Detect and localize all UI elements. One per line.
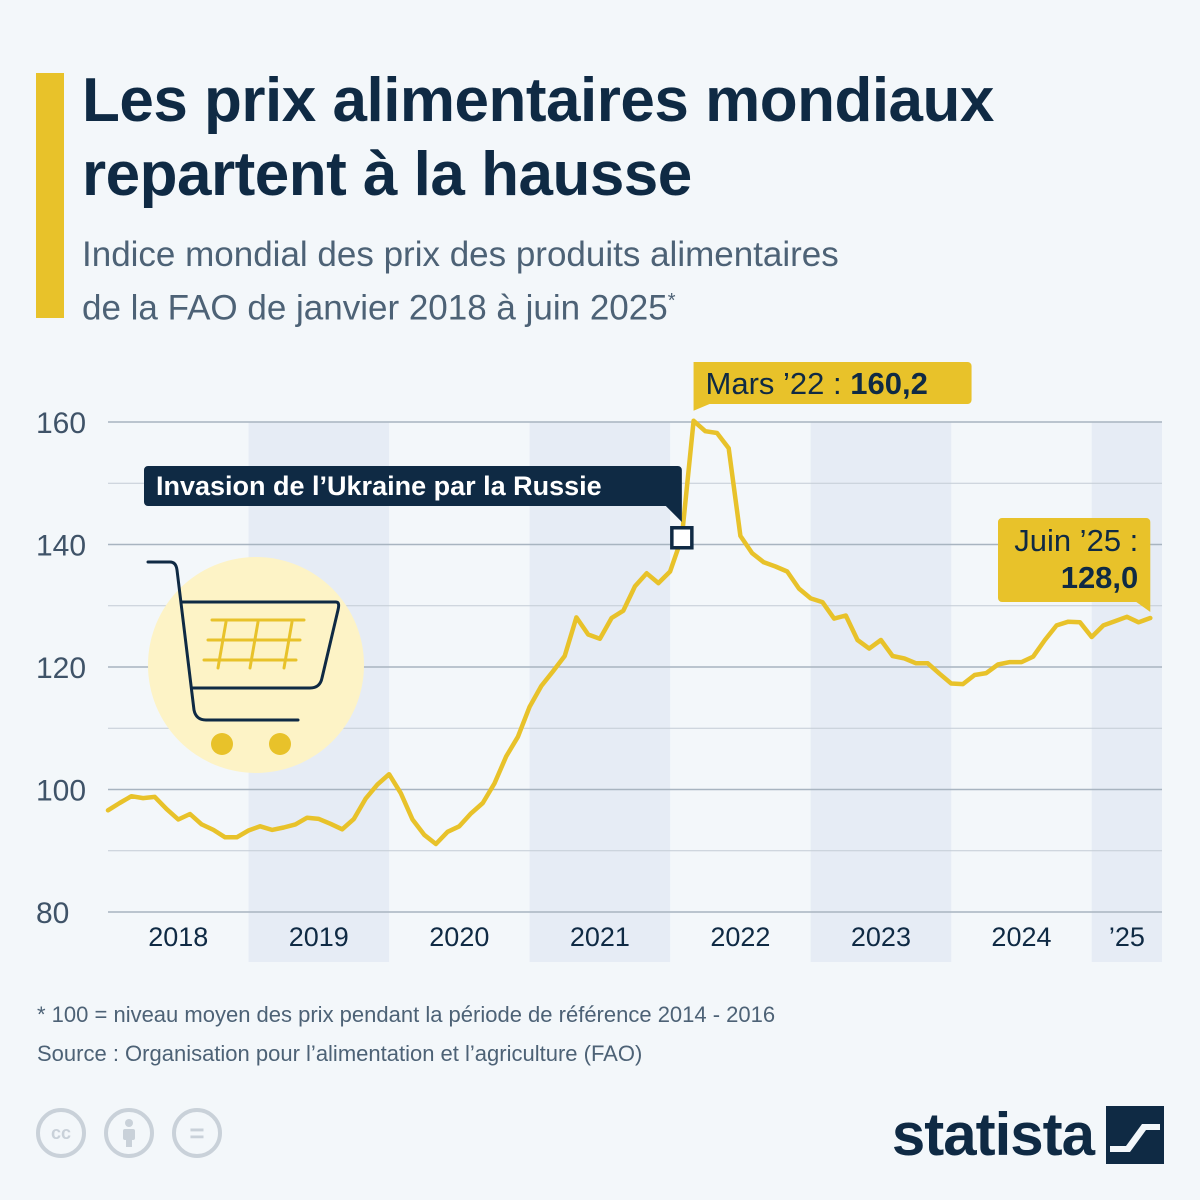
- title-line-1: Les prix alimentaires mondiaux: [82, 66, 994, 135]
- title-line-2: repartent à la hausse: [82, 140, 692, 209]
- statista-logo[interactable]: statista: [892, 1100, 1164, 1169]
- subtitle: Indice mondial des prix des produits ali…: [82, 232, 839, 332]
- subtitle-asterisk: *: [667, 290, 676, 312]
- page-title: Les prix alimentaires mondiaux repartent…: [82, 64, 994, 212]
- peak-value: 160,2: [850, 366, 928, 401]
- event-marker: [670, 526, 694, 550]
- year-bands: [248, 422, 1162, 962]
- y-tick-label: 120: [36, 652, 86, 685]
- svg-text:Mars ’22 : 160,2: Mars ’22 : 160,2: [706, 366, 928, 401]
- x-tick-label: 2023: [851, 922, 911, 952]
- x-axis: 2018 2019 2020 2021 2022 2023 2024 ’25: [148, 922, 1145, 952]
- y-tick-label: 140: [36, 530, 86, 563]
- cc-icon[interactable]: cc: [36, 1108, 86, 1158]
- x-tick-label: 2021: [570, 922, 630, 952]
- series-line: [105, 418, 1153, 847]
- event-label: Invasion de l’Ukraine par la Russie: [156, 471, 602, 501]
- last-value-callout: Juin ’25 : 128,0: [998, 518, 1151, 612]
- x-tick-label: 2024: [991, 922, 1051, 952]
- no-derivatives-icon[interactable]: =: [172, 1108, 222, 1158]
- source-note: Source : Organisation pour l’alimentatio…: [37, 1041, 643, 1066]
- accent-bar: [36, 73, 64, 318]
- x-tick-label: 2022: [710, 922, 770, 952]
- year-band: [810, 422, 952, 962]
- attribution-icon[interactable]: [104, 1108, 154, 1158]
- year-band: [529, 422, 671, 962]
- footnote: * 100 = niveau moyen des prix pendant la…: [37, 1002, 776, 1027]
- shopping-cart-icon: [146, 557, 364, 773]
- year-band: [1091, 422, 1162, 962]
- peak-callout: Mars ’22 : 160,2: [693, 362, 972, 411]
- subtitle-line-1: Indice mondial des prix des produits ali…: [82, 235, 839, 274]
- grid-lines: [108, 421, 1162, 913]
- x-tick-label: 2020: [429, 922, 489, 952]
- x-tick-label: 2019: [289, 922, 349, 952]
- statista-logo-icon: [1106, 1105, 1164, 1164]
- x-tick-label: ’25: [1109, 922, 1145, 952]
- x-tick-label: 2018: [148, 922, 208, 952]
- logo-text: statista: [891, 1101, 1095, 1168]
- event-callout: Invasion de l’Ukraine par la Russie: [144, 466, 694, 550]
- subtitle-line-2: de la FAO de janvier 2018 à juin 2025: [82, 288, 668, 328]
- y-tick-label: 160: [36, 407, 86, 440]
- last-label: Juin ’25 :: [1014, 523, 1138, 558]
- y-axis: 80 100 120 140 160: [36, 407, 86, 930]
- peak-label: Mars ’22 :: [706, 366, 851, 401]
- last-value: 128,0: [1061, 560, 1139, 595]
- y-tick-label: 80: [36, 897, 69, 930]
- license-icons: cc =: [36, 1108, 222, 1158]
- y-tick-label: 100: [36, 775, 86, 808]
